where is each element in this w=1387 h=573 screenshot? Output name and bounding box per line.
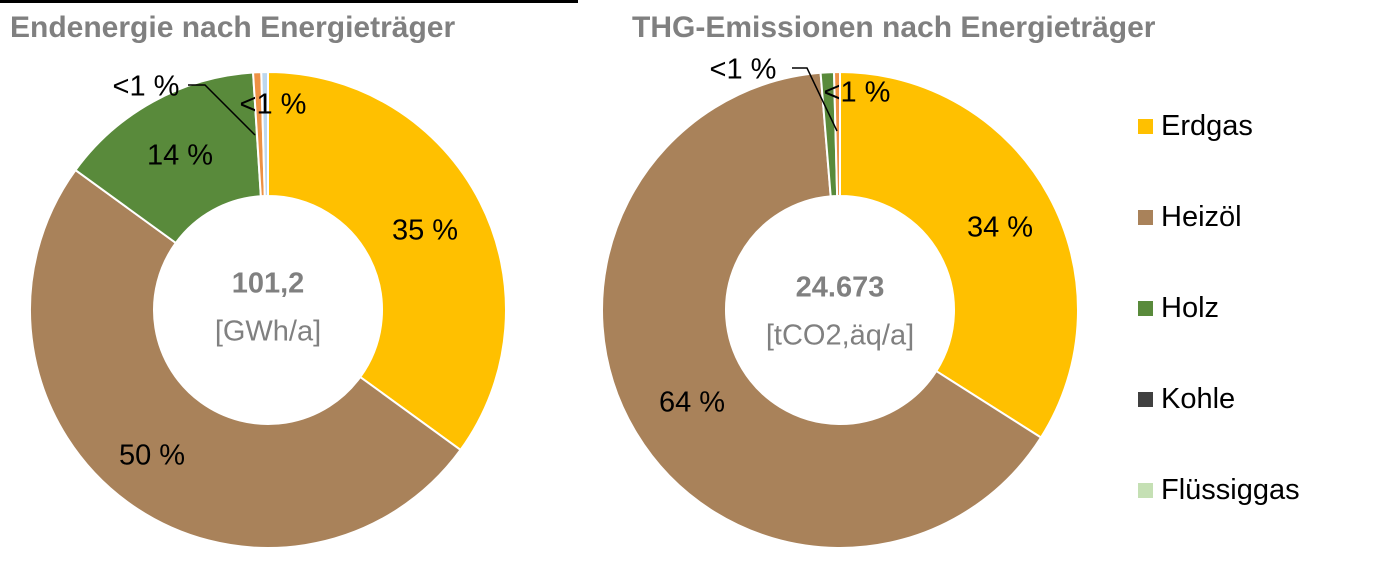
donut2-center-unit: [tCO2,äq/a] (765, 319, 915, 352)
percent-label-heizoel-chart1: 50 % (118, 439, 186, 472)
legend-item-erdgas: Erdgas (1138, 110, 1300, 143)
legend-label-kohle: Kohle (1161, 383, 1236, 415)
percent-label-tiny-1-chart1: <1 % (112, 70, 180, 103)
legend-label-heizoel: Heizöl (1161, 201, 1242, 233)
donut1-center-unit: [GWh/a] (214, 315, 322, 348)
donut1-center-value: 101,2 (231, 267, 305, 300)
percent-label-tiny-1-chart2: <1 % (823, 76, 891, 109)
legend-swatch-heizoel-icon (1138, 210, 1153, 225)
top-divider-line (0, 0, 578, 3)
legend-item-fluessiggas: Flüssiggas (1138, 474, 1300, 507)
legend-swatch-kohle-icon (1138, 392, 1153, 407)
percent-label-erdgas-chart1: 35 % (391, 214, 459, 247)
percent-label-holz-chart1: 14 % (146, 139, 214, 172)
legend-item-heizoel: Heizöl (1138, 201, 1300, 234)
legend-item-holz: Holz (1138, 292, 1300, 325)
percent-label-heizoel-chart2: 64 % (658, 386, 726, 419)
label-leader-line-1 (188, 84, 256, 136)
donut-1-segment-tiny-4 (260, 71, 269, 198)
percent-label-erdgas-chart2: 34 % (966, 211, 1034, 244)
donut-1-segment-heizöl (29, 169, 462, 549)
donut2-center-value: 24.673 (795, 271, 885, 304)
percent-label-tiny-2-chart1: <1 % (239, 88, 307, 121)
legend-swatch-holz-icon (1138, 301, 1153, 316)
donut-2-segment-heizöl (601, 71, 1042, 549)
legend-item-kohle: Kohle (1138, 383, 1300, 416)
donut-1-segment-erdgas (267, 71, 507, 451)
legend: Erdgas Heizöl Holz Kohle Flüssiggas (1138, 110, 1300, 507)
legend-label-holz: Holz (1161, 292, 1220, 324)
chart-title-endenergie: Endenergie nach Energieträger (10, 11, 456, 44)
chart-title-thg-emissionen: THG-Emissionen nach Energieträger (632, 11, 1156, 44)
legend-label-fluessiggas: Flüssiggas (1161, 474, 1300, 506)
label-leader-line-2 (792, 67, 838, 132)
legend-swatch-erdgas-icon (1138, 119, 1153, 134)
donut-2-segment-tiny-3 (833, 71, 841, 198)
legend-swatch-fluessiggas-icon (1138, 483, 1153, 498)
donut-2-segment-erdgas (839, 71, 1079, 439)
percent-label-holz-chart2: <1 % (709, 53, 777, 86)
legend-label-erdgas: Erdgas (1161, 110, 1253, 142)
donut-1-segment-holz (74, 71, 262, 244)
